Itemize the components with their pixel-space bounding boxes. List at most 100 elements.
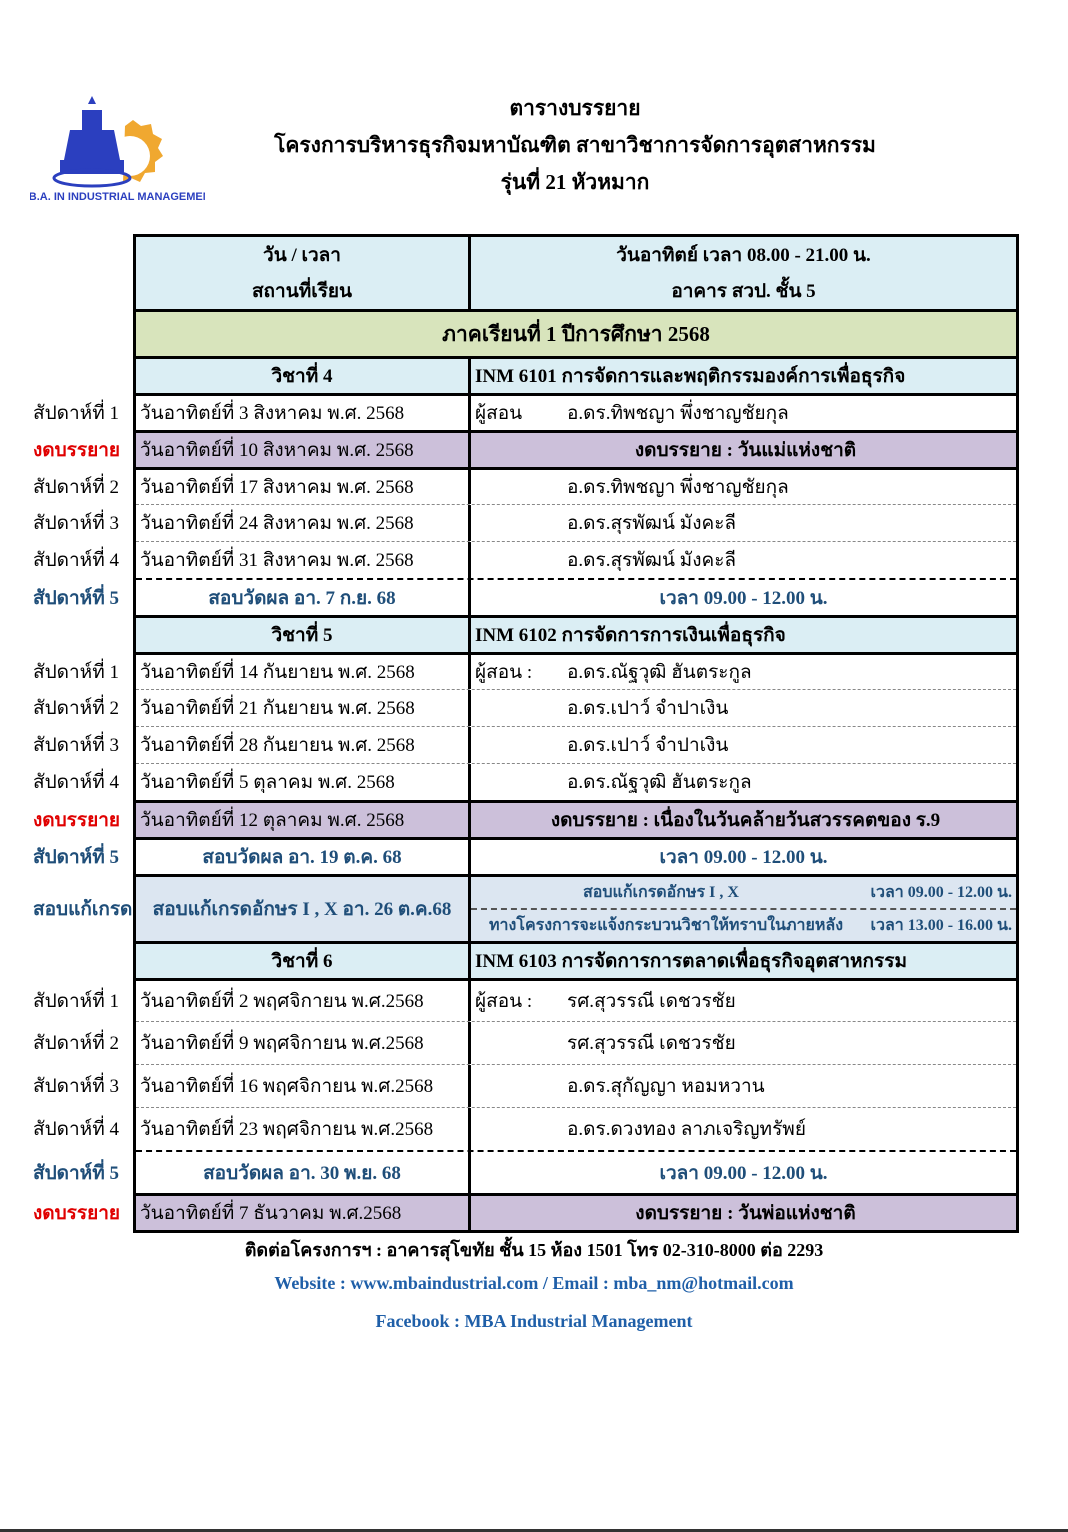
regrade-note: ทางโครงการจะแจ้งกระบวนวิชาให้ทราบในภายหล… bbox=[489, 917, 844, 934]
schedule-row: งดบรรยาย วันอาทิตย์ที่ 7 ธันวาคม พ.ศ.2568… bbox=[33, 1193, 1016, 1230]
date-cell: วันอาทิตย์ที่ 12 ตุลาคม พ.ศ. 2568 bbox=[136, 803, 471, 837]
date-cell: วันอาทิตย์ที่ 9 พฤศจิกายน พ.ศ.2568 bbox=[136, 1022, 471, 1064]
instructor-name: รศ.สุวรรณี เดชวรชัย bbox=[567, 991, 736, 1012]
instructor-name: อ.ดร.สุรพัฒน์ มังคะลี bbox=[567, 550, 737, 571]
instructor-cell: อ.ดร.สุรพัฒน์ มังคะลี bbox=[471, 542, 1016, 578]
instructor-cell: อ.ดร.ทิพชญา พึ่งชาญชัยกุล bbox=[471, 470, 1016, 504]
regrade-line: สอบแก้เกรดอักษร I , X เวลา 09.00 - 12.00 … bbox=[471, 877, 1016, 908]
date-cell: วันอาทิตย์ที่ 17 สิงหาคม พ.ศ. 2568 bbox=[136, 470, 471, 504]
instructor-cell: ผู้สอน : รศ.สุวรรณี เดชวรชัย bbox=[471, 981, 1016, 1021]
date-cell: วันอาทิตย์ที่ 24 สิงหาคม พ.ศ. 2568 bbox=[136, 505, 471, 541]
program-name: โครงการบริหารธุรกิจมหาบัณฑิต สาขาวิชาการ… bbox=[274, 133, 876, 157]
schedule-row: สัปดาห์ที่ 2 วันอาทิตย์ที่ 9 พฤศจิกายน พ.… bbox=[33, 1021, 1016, 1064]
break-note: งดบรรยาย : วันพ่อแห่งชาติ bbox=[635, 1203, 856, 1224]
schedule-row: สัปดาห์ที่ 2 วันอาทิตย์ที่ 21 กันยายน พ.ศ… bbox=[33, 689, 1016, 726]
week-label: สัปดาห์ที่ 2 bbox=[33, 698, 119, 719]
instructor-prefix: ผู้สอน : bbox=[475, 991, 533, 1012]
schedule-row: งดบรรยาย วันอาทิตย์ที่ 10 สิงหาคม พ.ศ. 25… bbox=[33, 430, 1016, 467]
date-cell: สอบวัดผล อา. 30 พ.ย. 68 bbox=[136, 1152, 471, 1193]
course-title: INM 6102 การจัดการการเงินเพื่อธุรกิจ bbox=[475, 625, 786, 646]
schedule-row: สัปดาห์ที่ 4 วันอาทิตย์ที่ 5 ตุลาคม พ.ศ. … bbox=[33, 763, 1016, 800]
date-cell: วันอาทิตย์ที่ 16 พฤศจิกายน พ.ศ.2568 bbox=[136, 1065, 471, 1107]
date-cell: สอบวัดผล อา. 7 ก.ย. 68 bbox=[136, 580, 471, 615]
instructor-cell: อ.ดร.ณัฐวุฒิ ฮันตระกูล bbox=[471, 764, 1016, 800]
week-label: สัปดาห์ที่ 4 bbox=[33, 772, 119, 793]
date-cell: วันอาทิตย์ที่ 31 สิงหาคม พ.ศ. 2568 bbox=[136, 542, 471, 578]
date-cell: วิชาที่ 6 bbox=[136, 944, 471, 978]
day-time-header: วัน / เวลา bbox=[263, 245, 341, 266]
regrade-note: สอบแก้เกรดอักษร I , X bbox=[583, 884, 739, 901]
instructor-name: อ.ดร.ณัฐวุฒิ ฮันตระกูล bbox=[567, 662, 752, 683]
instructor-name: อ.ดร.เปาว์ จำปาเงิน bbox=[567, 698, 729, 719]
date-cell: วิชาที่ 5 bbox=[136, 618, 471, 652]
date-cell: สอบแก้เกรดอักษร I , X อา. 26 ต.ค.68 bbox=[136, 877, 471, 941]
schedule-row: สัปดาห์ที่ 1 วันอาทิตย์ที่ 14 กันยายน พ.ศ… bbox=[33, 652, 1016, 689]
subject-header-row: วิชาที่ 6 INM 6103 การจัดการการตลาดเพื่อธ… bbox=[136, 941, 1016, 978]
exam-time: เวลา 09.00 - 12.00 น. bbox=[659, 587, 828, 609]
document-title: ตารางบรรยาย bbox=[509, 96, 641, 120]
schedule-row: สอบแก้เกรด สอบแก้เกรดอักษร I , X อา. 26 ต… bbox=[33, 874, 1016, 941]
instructor-cell: อ.ดร.เปาว์ จำปาเงิน bbox=[471, 727, 1016, 763]
week-label: งดบรรยาย bbox=[33, 440, 121, 461]
subject-header-row: วิชาที่ 5 INM 6102 การจัดการการเงินเพื่อธ… bbox=[136, 615, 1016, 652]
date-cell: วันอาทิตย์ที่ 3 สิงหาคม พ.ศ. 2568 bbox=[136, 396, 471, 430]
class-location: อาคาร สวป. ชั้น 5 bbox=[671, 281, 816, 302]
break-note: งดบรรยาย : เนื่องในวันคล้ายวันสวรรคตของ … bbox=[550, 810, 941, 831]
instructor-name: อ.ดร.ดวงทอง ลาภเจริญทรัพย์ bbox=[567, 1119, 806, 1140]
week-label: สัปดาห์ที่ 1 bbox=[33, 991, 119, 1012]
exam-time: เวลา 09.00 - 12.00 น. bbox=[659, 847, 828, 868]
instructor-name: อ.ดร.ณัฐวุฒิ ฮันตระกูล bbox=[567, 772, 752, 793]
location-header: สถานที่เรียน bbox=[251, 281, 353, 302]
week-label: สอบแก้เกรด bbox=[33, 899, 133, 920]
website-email-link[interactable]: Website : www.mbaindustrial.com / Email … bbox=[274, 1273, 794, 1293]
date-cell: วันอาทิตย์ที่ 21 กันยายน พ.ศ. 2568 bbox=[136, 690, 471, 726]
week-label: งดบรรยาย bbox=[33, 810, 121, 831]
instructor-name: รศ.สุวรรณี เดชวรชัย bbox=[567, 1033, 736, 1054]
instructor-cell: รศ.สุวรรณี เดชวรชัย bbox=[471, 1022, 1016, 1064]
date-cell: วันอาทิตย์ที่ 14 กันยายน พ.ศ. 2568 bbox=[136, 655, 471, 689]
batch-name: รุ่นที่ 21 หัวหมาก bbox=[500, 170, 650, 194]
instructor-name: อ.ดร.สุกัญญา หอมหวาน bbox=[567, 1076, 765, 1097]
schedule-row: สัปดาห์ที่ 1 วันอาทิตย์ที่ 3 สิงหาคม พ.ศ.… bbox=[33, 393, 1016, 430]
subject-header-row: วิชาที่ 4 INM 6101 การจัดการและพฤติกรรมอง… bbox=[136, 356, 1016, 393]
regrade-time: เวลา 09.00 - 12.00 น. bbox=[870, 884, 1012, 901]
date-cell: วิชาที่ 4 bbox=[136, 359, 471, 393]
schedule-row: สัปดาห์ที่ 3 วันอาทิตย์ที่ 24 สิงหาคม พ.ศ… bbox=[33, 504, 1016, 541]
week-label: สัปดาห์ที่ 5 bbox=[33, 1162, 119, 1184]
instructor-cell: ผู้สอน : อ.ดร.ณัฐวุฒิ ฮันตระกูล bbox=[471, 655, 1016, 689]
facebook-link[interactable]: Facebook : MBA Industrial Management bbox=[375, 1311, 693, 1331]
instructor-prefix: ผู้สอน : bbox=[475, 662, 533, 683]
instructor-prefix: ผู้สอน bbox=[475, 403, 523, 424]
week-label: สัปดาห์ที่ 4 bbox=[33, 550, 119, 571]
instructor-name: อ.ดร.สุรพัฒน์ มังคะลี bbox=[567, 513, 737, 534]
instructor-cell: อ.ดร.สุกัญญา หอมหวาน bbox=[471, 1065, 1016, 1107]
schedule-row: สัปดาห์ที่ 4 วันอาทิตย์ที่ 31 สิงหาคม พ.ศ… bbox=[33, 541, 1016, 578]
svg-text:M.B.A. IN INDUSTRIAL MANAGEMEN: M.B.A. IN INDUSTRIAL MANAGEMENT bbox=[30, 191, 205, 203]
week-label: สัปดาห์ที่ 3 bbox=[33, 513, 119, 534]
schedule-table: วัน / เวลา สถานที่เรียน วันอาทิตย์ เวลา … bbox=[33, 234, 1019, 1233]
schedule-row: สัปดาห์ที่ 2 วันอาทิตย์ที่ 17 สิงหาคม พ.ศ… bbox=[33, 467, 1016, 504]
week-label: สัปดาห์ที่ 4 bbox=[33, 1119, 119, 1140]
divider bbox=[0, 1529, 1068, 1532]
schedule-row: สัปดาห์ที่ 3 วันอาทิตย์ที่ 28 กันยายน พ.ศ… bbox=[33, 726, 1016, 763]
date-cell: วันอาทิตย์ที่ 2 พฤศจิกายน พ.ศ.2568 bbox=[136, 981, 471, 1021]
week-label: สัปดาห์ที่ 5 bbox=[33, 847, 119, 868]
week-label: สัปดาห์ที่ 2 bbox=[33, 1033, 119, 1054]
date-cell: วันอาทิตย์ที่ 10 สิงหาคม พ.ศ. 2568 bbox=[136, 433, 471, 467]
instructor-cell: อ.ดร.สุรพัฒน์ มังคะลี bbox=[471, 505, 1016, 541]
schedule-row: สัปดาห์ที่ 3 วันอาทิตย์ที่ 16 พฤศจิกายน พ… bbox=[33, 1064, 1016, 1107]
week-label: สัปดาห์ที่ 3 bbox=[33, 1076, 119, 1097]
date-cell: วันอาทิตย์ที่ 7 ธันวาคม พ.ศ.2568 bbox=[136, 1196, 471, 1230]
date-cell: สอบวัดผล อา. 19 ต.ค. 68 bbox=[136, 840, 471, 874]
schedule-row: สัปดาห์ที่ 4 วันอาทิตย์ที่ 23 พฤศจิกายน พ… bbox=[33, 1107, 1016, 1150]
regrade-line: ทางโครงการจะแจ้งกระบวนวิชาให้ทราบในภายหล… bbox=[471, 908, 1016, 941]
course-title: INM 6103 การจัดการการตลาดเพื่อธุรกิจอุตส… bbox=[475, 951, 907, 972]
course-title: INM 6101 การจัดการและพฤติกรรมองค์การเพื่… bbox=[475, 366, 906, 387]
date-cell: วันอาทิตย์ที่ 23 พฤศจิกายน พ.ศ.2568 bbox=[136, 1108, 471, 1150]
date-cell: วันอาทิตย์ที่ 28 กันยายน พ.ศ. 2568 bbox=[136, 727, 471, 763]
class-time: วันอาทิตย์ เวลา 08.00 - 21.00 น. bbox=[616, 245, 871, 266]
schedule-row: งดบรรยาย วันอาทิตย์ที่ 12 ตุลาคม พ.ศ. 256… bbox=[33, 800, 1016, 837]
regrade-detail-cell: สอบแก้เกรดอักษร I , X เวลา 09.00 - 12.00 … bbox=[471, 877, 1016, 941]
contact-info: ติดต่อโครงการฯ : อาคารสุโขทัย ชั้น 15 ห้… bbox=[244, 1240, 824, 1260]
